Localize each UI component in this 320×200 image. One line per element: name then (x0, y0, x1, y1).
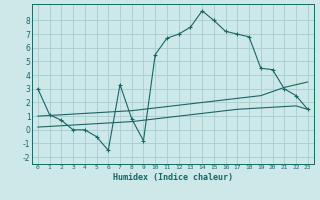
X-axis label: Humidex (Indice chaleur): Humidex (Indice chaleur) (113, 173, 233, 182)
